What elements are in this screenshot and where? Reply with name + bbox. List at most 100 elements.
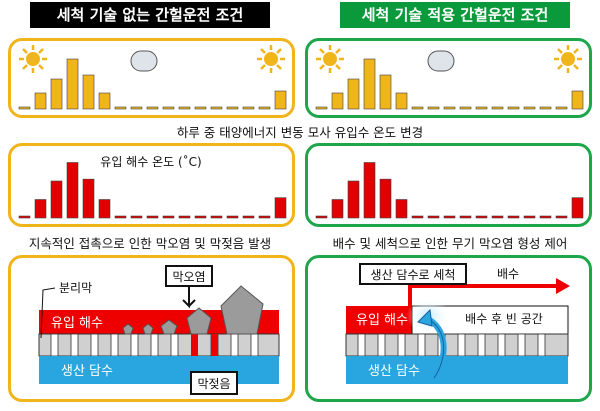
product-label: 생산 담수: [61, 364, 113, 379]
bar-15: [555, 215, 568, 219]
moon-icon: [427, 50, 455, 72]
bar-2: [347, 180, 360, 219]
bar-16: [274, 90, 287, 110]
wash-label: 생산 담수로 세척: [371, 268, 456, 282]
bar-1: [34, 92, 47, 110]
bar-15: [555, 106, 568, 110]
bar-5: [395, 199, 408, 219]
bar-8: [443, 215, 456, 219]
solar-svg-left: [18, 45, 287, 110]
wash-arrow-head: [417, 308, 433, 327]
temp-svg-left: 유입 해수 온도 (˚C): [18, 154, 287, 219]
bar-15: [258, 215, 271, 219]
bar-11: [491, 106, 504, 110]
bar-16: [571, 90, 584, 110]
feed-label: 유입 해수: [51, 316, 103, 331]
membrane-leader: [40, 287, 56, 339]
drain-label: 배수: [497, 267, 519, 281]
moon-icon: [130, 50, 158, 72]
bar-7: [427, 215, 440, 219]
caption-right-mid: 배수 및 세척으로 인한 무기 막오염 형성 제어: [332, 236, 568, 251]
bar-14: [242, 215, 255, 219]
bar-3: [66, 58, 79, 110]
sun-icon: [316, 45, 344, 73]
solar-svg-right: [315, 45, 584, 110]
bar-3: [66, 162, 79, 219]
bar-14: [539, 106, 552, 110]
bar-0: [18, 106, 31, 110]
drain-arrow-shaft: [408, 284, 558, 288]
scaling-label: 막오염: [172, 270, 205, 284]
bar-5: [98, 199, 111, 219]
bar-3: [363, 162, 376, 219]
membrane-pores: [50, 333, 259, 357]
bar-14: [242, 106, 255, 110]
bar-2: [50, 78, 63, 110]
bar-11: [491, 215, 504, 219]
bar-2: [347, 78, 360, 110]
bar-7: [427, 106, 440, 110]
bar-9: [459, 106, 472, 110]
bar-6: [114, 215, 127, 219]
drain-riser: [408, 284, 412, 308]
right-title: 세척 기술 적용 간헐운전 조건: [340, 2, 570, 28]
bar-10: [475, 106, 488, 110]
bar-8: [443, 106, 456, 110]
bar-13: [523, 215, 536, 219]
bar-16: [571, 197, 584, 219]
fouling-svg-right: 배수 생산 담수로 세척 유입 해수 배수 후 빈 공간 생산 담수: [345, 263, 570, 384]
bar-14: [539, 215, 552, 219]
bar-0: [315, 215, 328, 219]
wetting-callout: [190, 371, 238, 395]
membrane-label: 분리막: [59, 281, 92, 295]
bar-8: [146, 106, 159, 110]
bar-1: [34, 199, 47, 219]
bar-2: [50, 180, 63, 219]
bar-0: [18, 215, 31, 219]
bar-9: [459, 215, 472, 219]
product-layer: [346, 356, 568, 384]
bar-15: [258, 106, 271, 110]
bar-1: [331, 92, 344, 110]
bar-13: [523, 106, 536, 110]
bar-10: [178, 106, 191, 110]
sun-icon: [554, 45, 582, 73]
bar-0: [315, 106, 328, 110]
fouling-svg-left: 분리막 유입 해수 생산 담수 막오염 막젖음: [38, 265, 280, 395]
sun-icon: [19, 45, 47, 73]
bar-13: [226, 106, 239, 110]
drain-arrow-head: [556, 278, 570, 294]
caption-solar: 하루 중 태양에너지 변동 모사 유입수 온도 변경: [176, 125, 424, 140]
bar-13: [226, 215, 239, 219]
bar-4: [379, 178, 392, 219]
bar-12: [210, 106, 223, 110]
bar-4: [379, 74, 392, 110]
bar-5: [98, 92, 111, 110]
bar-1: [331, 199, 344, 219]
wetting-pore: [191, 334, 198, 356]
feed-layer: [346, 306, 412, 334]
bar-7: [130, 215, 143, 219]
bar-7: [130, 106, 143, 110]
temp-panel-left: 유입 해수 온도 (˚C): [8, 143, 295, 227]
bar-16: [274, 197, 287, 219]
temp-panel-right: [305, 143, 592, 227]
product-label: 생산 담수: [368, 364, 420, 379]
bar-5: [395, 92, 408, 110]
bar-9: [162, 215, 175, 219]
bar-12: [507, 215, 520, 219]
bar-10: [475, 215, 488, 219]
fouling-panel-left: 분리막 유입 해수 생산 담수 막오염 막젖음: [8, 255, 295, 402]
caption-left-mid: 지속적인 접촉으로 인한 막오염 및 막젖음 발생: [28, 236, 272, 251]
bar-6: [411, 215, 424, 219]
bar-11: [194, 106, 207, 110]
scaling-arrow: [182, 286, 196, 309]
bar-4: [82, 74, 95, 110]
empty-label: 배수 후 빈 공간: [465, 312, 543, 326]
bar-9: [162, 106, 175, 110]
scale-crystals: [122, 285, 264, 335]
bar-4: [82, 178, 95, 219]
bar-3: [363, 58, 376, 110]
product-layer: [39, 356, 279, 384]
bar-10: [178, 215, 191, 219]
